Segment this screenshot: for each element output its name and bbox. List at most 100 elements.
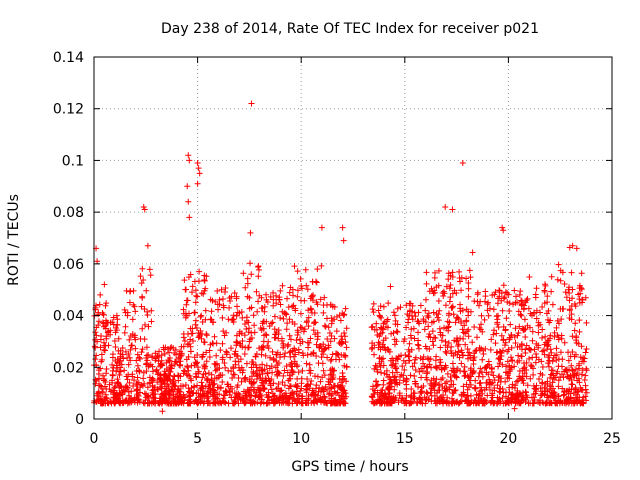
data-point [535,376,542,383]
data-point [508,354,515,361]
data-point [567,372,574,379]
data-point [268,363,275,370]
data-point [239,314,246,321]
data-point [196,170,203,177]
data-point [278,400,285,407]
data-point [244,396,251,403]
data-point [396,373,403,380]
data-point [238,330,245,337]
data-point [185,198,192,205]
data-point [203,349,210,356]
data-point [378,369,385,376]
data-point [294,395,301,402]
data-point [290,396,297,403]
data-point [254,372,261,379]
data-point [250,312,257,319]
data-point [583,365,590,372]
data-point [581,355,588,362]
data-point [336,356,343,363]
data-point [194,293,201,300]
data-point [252,353,259,360]
data-point [309,309,316,316]
data-point [254,308,261,315]
data-point [148,398,155,405]
data-point [406,312,413,319]
data-point [559,385,566,392]
data-point [561,388,568,395]
data-point [156,348,163,355]
data-point [297,324,304,331]
data-point [309,278,316,285]
data-point [258,367,265,374]
data-point [467,365,474,372]
data-point [116,398,123,405]
data-point [446,285,453,292]
data-point [255,394,262,401]
data-point [320,367,327,374]
data-point [416,394,423,401]
data-point [583,345,590,352]
data-point [295,329,302,336]
data-point [304,375,311,382]
data-point [222,289,229,296]
data-point [428,385,435,392]
data-point [98,333,105,340]
data-point [274,368,281,375]
data-point [240,270,247,277]
data-point [132,345,139,352]
data-point [507,321,514,328]
data-point [471,298,478,305]
axis-ticks [93,56,613,420]
data-point [189,338,196,345]
data-point [143,287,150,294]
data-point [511,333,518,340]
data-point [422,307,429,314]
data-point [559,356,566,363]
data-point [518,312,525,319]
data-point [515,352,522,359]
data-point [299,393,306,400]
data-point [217,347,224,354]
data-point [290,302,297,309]
data-point [442,203,449,210]
data-point [462,341,469,348]
data-point [496,293,503,300]
data-point [337,383,344,390]
data-point [130,287,137,294]
data-point [141,305,148,312]
data-point [536,397,543,404]
data-point [385,385,392,392]
data-point [192,299,199,306]
data-point [494,382,501,389]
data-point [283,326,290,333]
data-point [308,377,315,384]
data-point [95,375,102,382]
data-point [161,377,168,384]
data-point [542,339,549,346]
data-point [307,370,314,377]
data-point [412,380,419,387]
data-point [286,332,293,339]
data-point [256,345,263,352]
data-point [477,388,484,395]
grid-lines [94,57,612,419]
data-point [310,349,317,356]
data-point [436,399,443,406]
data-point [109,371,116,378]
data-point [164,381,171,388]
data-point [465,293,472,300]
data-point [291,321,298,328]
data-point [313,398,320,405]
data-point [317,343,324,350]
data-point [279,379,286,386]
data-point [243,392,250,399]
data-point [223,349,230,356]
data-point [139,293,146,300]
data-point [422,296,429,303]
data-point [539,326,546,333]
data-point [485,312,492,319]
data-point [157,363,164,370]
data-point [186,157,193,164]
data-point [333,328,340,335]
data-point [426,396,433,403]
